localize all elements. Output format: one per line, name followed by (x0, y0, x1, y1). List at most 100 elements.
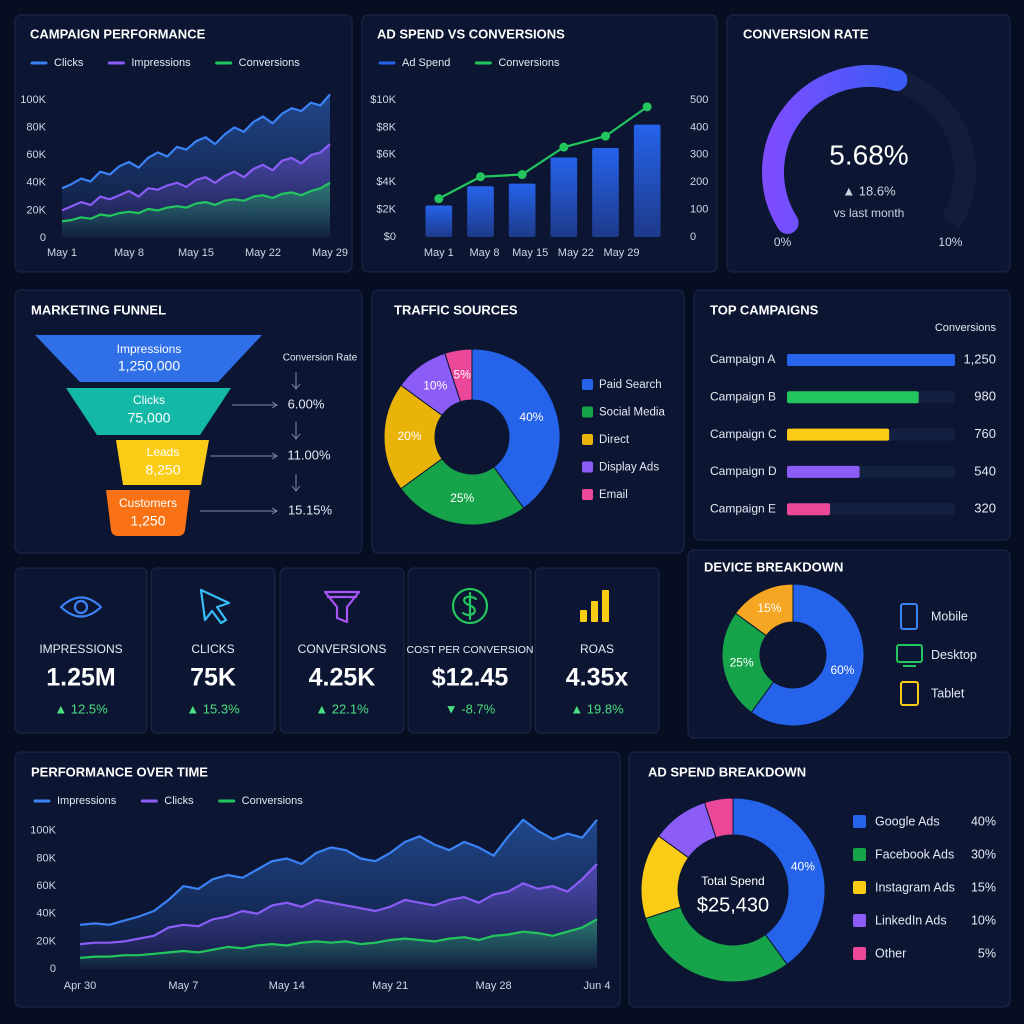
gauge-tick-label: 10% (938, 235, 962, 249)
legend-label: Conversions (239, 57, 301, 69)
kpi-change: ▲ 12.5% (54, 701, 108, 716)
stage-name: Leads (147, 445, 180, 459)
legend-label: Email (599, 489, 628, 501)
value-label: 980 (974, 389, 996, 404)
dollar-icon (461, 591, 478, 621)
slice-label: 10% (423, 379, 447, 393)
y2-tick-label: 200 (690, 176, 708, 188)
tablet-icon (900, 681, 919, 706)
arrow (291, 422, 301, 440)
y-tick-label: 20K (26, 204, 46, 216)
bar (425, 205, 453, 237)
panel (726, 14, 1011, 273)
legend-swatch (853, 881, 866, 894)
y-tick-label: 100K (20, 94, 46, 106)
rate: 15.15% (288, 502, 333, 517)
rate: 6.00% (288, 396, 325, 411)
slice (471, 348, 561, 509)
y-tick-label: $0 (384, 231, 396, 243)
legend-swatch (853, 815, 866, 828)
stage-value: 75,000 (128, 410, 171, 426)
slice (734, 583, 794, 637)
chart-title: TRAFFIC SOURCES (394, 302, 518, 317)
legend-label: Social Media (599, 407, 665, 419)
legend-label: Conversions (242, 795, 304, 807)
legend-label: Instagram Ads (875, 880, 955, 894)
legend-swatch (582, 489, 593, 500)
value-label: 320 (974, 501, 996, 516)
chart-title: TOP CAMPAIGNS (710, 302, 819, 317)
y-tick-label: Campaign E (710, 501, 776, 515)
chart-title: DEVICE BREAKDOWN (704, 559, 843, 574)
y-tick-label: Campaign A (710, 352, 775, 366)
arrow (200, 507, 278, 515)
kpi-label: ROAS (580, 642, 614, 656)
point (476, 172, 485, 182)
rate: 11.00% (287, 447, 331, 462)
x-tick-label: May 15 (178, 247, 214, 259)
slice (444, 348, 473, 403)
chart-title: AD SPEND VS CONVERSIONS (377, 26, 565, 41)
y-tick-label: $6K (376, 149, 396, 161)
x-tick-label: Apr 30 (64, 980, 96, 992)
x-tick-label: May 7 (168, 980, 198, 992)
legend-label: Paid Search (599, 379, 662, 391)
y-tick-label: 0 (50, 963, 56, 975)
stage-name: Clicks (133, 393, 165, 407)
slice-label: 25% (450, 491, 474, 505)
slice-label: 20% (397, 429, 421, 443)
legend-label: Mobile (931, 609, 968, 623)
slice-label: 40% (791, 859, 815, 873)
chart-title: CONVERSION RATE (743, 26, 869, 41)
kpi-value: 4.25K (309, 664, 376, 692)
y2-tick-label: 400 (690, 121, 708, 133)
point (517, 170, 527, 180)
bar (633, 124, 661, 237)
x-tick-label: May 1 (424, 247, 454, 259)
kpi-label: COST PER CONVERSION (407, 644, 534, 656)
legend-swatch (582, 461, 593, 473)
y-tick-label: 60K (36, 880, 56, 892)
point (642, 102, 652, 112)
legend-label: Conversions (498, 57, 560, 69)
legend-swatch (582, 434, 593, 445)
kpi-label: CONVERSIONS (298, 642, 387, 656)
point (434, 194, 444, 204)
y-tick-label: 80K (36, 852, 56, 864)
kpi-value: $12.45 (432, 664, 509, 692)
legend-label: Display Ads (599, 462, 659, 474)
legend-label: Clicks (164, 795, 194, 807)
bar (787, 428, 890, 441)
funnel-stage (66, 388, 231, 435)
x-tick-label: May 8 (470, 247, 500, 259)
arrow (291, 372, 301, 390)
bar (508, 183, 536, 237)
slice (383, 384, 443, 490)
slice (750, 583, 865, 727)
kpi-change: ▼ -8.7% (445, 701, 496, 716)
point (559, 142, 569, 152)
gauge-tick-label: 0% (774, 235, 792, 249)
bar (550, 157, 578, 237)
line (61, 181, 331, 223)
eye-icon (73, 599, 89, 615)
x-tick-label: May 14 (269, 980, 305, 992)
gauge-fill (762, 65, 908, 234)
panel (534, 567, 660, 734)
value-label: 540 (974, 463, 996, 478)
arrow (210, 452, 278, 460)
line (79, 918, 598, 959)
legend-label: Impressions (57, 795, 117, 807)
device-icons (896, 603, 923, 706)
kpi-icons (59, 587, 609, 625)
eye-icon (59, 596, 103, 618)
x-tick-label: May 8 (114, 247, 144, 259)
bars-icon (580, 590, 609, 622)
slice (703, 797, 734, 839)
legend-label: Desktop (931, 648, 977, 662)
area (80, 919, 597, 969)
legend-label: Direct (599, 434, 630, 446)
mobile-icon (900, 603, 918, 630)
slice-label: 40% (519, 410, 543, 424)
